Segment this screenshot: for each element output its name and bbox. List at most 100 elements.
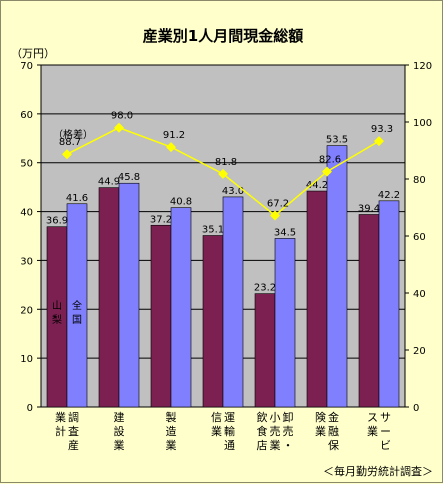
- category-label-char: 輸: [224, 424, 235, 438]
- bar-6-series-2: [326, 145, 348, 408]
- bar-2-series-2: [118, 182, 140, 408]
- bar-6-series-1: [306, 190, 328, 408]
- chart-title: 産業別1人月間現金総額: [143, 27, 303, 45]
- series-name-label: 国: [72, 314, 82, 326]
- category-label-char: ー: [380, 425, 391, 438]
- category-label-char: 業: [166, 439, 177, 452]
- bar-7-series-2: [378, 200, 400, 408]
- y-axis-left: 0 10 20 30 40 50 60 70: [20, 61, 41, 414]
- bar-3-series-1: [150, 224, 172, 408]
- category-label-char: 業: [114, 439, 125, 452]
- bar-value-label: 40.8: [170, 197, 192, 208]
- bar-7-series-1: [358, 214, 380, 408]
- bar-value-label: 42.2: [378, 190, 400, 201]
- y-left-tick-label: 10: [20, 354, 33, 365]
- ratio-point: [218, 168, 228, 179]
- y-right-tick-label: 80: [413, 175, 426, 186]
- y-left-tick-label: 40: [20, 208, 33, 219]
- ratio-value-label: 81.8: [215, 157, 237, 168]
- ratio-point: [114, 122, 124, 133]
- category-label-char: サ: [380, 411, 391, 424]
- bar-value-label: 34.5: [274, 227, 296, 238]
- ratio-point: [270, 210, 280, 221]
- category-label-char: 設: [114, 424, 125, 438]
- bar-5-series-2: [274, 238, 296, 408]
- y-right-tick-label: 40: [413, 289, 426, 300]
- ratio-point: [374, 136, 384, 147]
- y-right-tick-label: 120: [413, 61, 432, 72]
- bar-value-label: 35.1: [202, 225, 224, 236]
- y-left-tick-label: 60: [20, 110, 33, 121]
- y-right-tick-label: 0: [413, 403, 419, 414]
- bar-value-label: 36.9: [46, 216, 68, 227]
- ratio-value-label: 91.2: [163, 130, 185, 141]
- category-label-char: 飲: [257, 410, 268, 424]
- category-label-char: 査: [68, 424, 79, 438]
- category-label-char: 険: [315, 411, 326, 424]
- bar-value-label: 45.8: [118, 172, 140, 183]
- bar-2-series-1: [98, 187, 120, 408]
- category-label-char: 業: [55, 411, 66, 424]
- category-label-char: 造: [166, 424, 177, 438]
- category-label-char: 調: [68, 410, 79, 424]
- category-label-char: 計: [55, 424, 66, 438]
- ratio-value-label: 93.3: [371, 124, 393, 135]
- category-label-char: 業: [315, 425, 326, 438]
- category-label-char: ス: [367, 411, 378, 424]
- category-label-char: ビ: [380, 439, 391, 452]
- y-left-tick-label: 20: [20, 305, 33, 316]
- y-left-tick-label: 70: [20, 61, 33, 72]
- ratio-point: [322, 166, 332, 177]
- category-label-char: 保: [328, 438, 339, 452]
- bar-value-label: 44.9: [98, 177, 120, 188]
- bar-value-label: 39.4: [358, 204, 380, 215]
- category-label-char: 業: [270, 439, 281, 452]
- bars: [46, 145, 400, 408]
- category-label-char: 小: [270, 411, 281, 424]
- category-label-char: 通: [224, 439, 235, 452]
- y-unit-label: （万円）: [11, 47, 55, 60]
- y-left-tick-label: 50: [20, 159, 33, 170]
- y-right-tick-label: 60: [413, 232, 426, 243]
- category-label-char: 融: [328, 425, 339, 438]
- ratio-value-labels: 88.7 98.0 91.2 81.8 67.2 82.6 93.3: [59, 111, 393, 210]
- y-axis-right: 0 20 40 60 80 100 120: [405, 61, 432, 414]
- bar-value-label: 43.0: [222, 186, 244, 197]
- series-name-label: 梨: [52, 313, 62, 326]
- series-name-label: 全: [72, 299, 82, 312]
- category-label-char: 建: [114, 410, 125, 424]
- category-label-char: ・: [283, 439, 294, 452]
- category-label-char: 店: [257, 438, 268, 452]
- category-label-char: 業: [367, 425, 378, 438]
- bar-value-labels: 36.9 41.6 44.945.8 37.2 40.8 35.1 43.0 23.2 34.5…: [46, 135, 400, 294]
- y-left-tick-label: 0: [27, 403, 33, 414]
- category-label-char: 金: [328, 410, 339, 424]
- ratio-value-label: 67.2: [267, 198, 289, 209]
- bar-5-series-1: [254, 293, 276, 408]
- bar-4-series-1: [202, 235, 224, 408]
- category-label-char: 産: [68, 439, 79, 452]
- category-label-char: 業: [211, 425, 222, 438]
- bar-value-label: 37.2: [150, 214, 172, 225]
- category-label-char: 売: [270, 425, 281, 438]
- ratio-value-label: 88.7: [59, 137, 81, 148]
- ratio-point: [62, 149, 72, 160]
- bar-3-series-2: [170, 207, 192, 408]
- bar-4-series-2: [222, 196, 244, 408]
- bar-value-label: 44.2: [306, 180, 328, 191]
- category-label-char: 信: [211, 411, 222, 424]
- ratio-series-label: （格差）: [53, 128, 93, 141]
- ratio-line: [62, 122, 384, 221]
- category-label-char: 売: [283, 425, 294, 438]
- category-label-char: 卸: [283, 410, 294, 424]
- bar-value-label: 23.2: [254, 283, 276, 294]
- bar-value-label: 53.5: [326, 135, 348, 146]
- category-label-char: 製: [166, 410, 177, 424]
- category-label-char: 運: [224, 411, 235, 424]
- y-right-tick-label: 20: [413, 346, 426, 357]
- series-name-label: 山: [52, 300, 62, 312]
